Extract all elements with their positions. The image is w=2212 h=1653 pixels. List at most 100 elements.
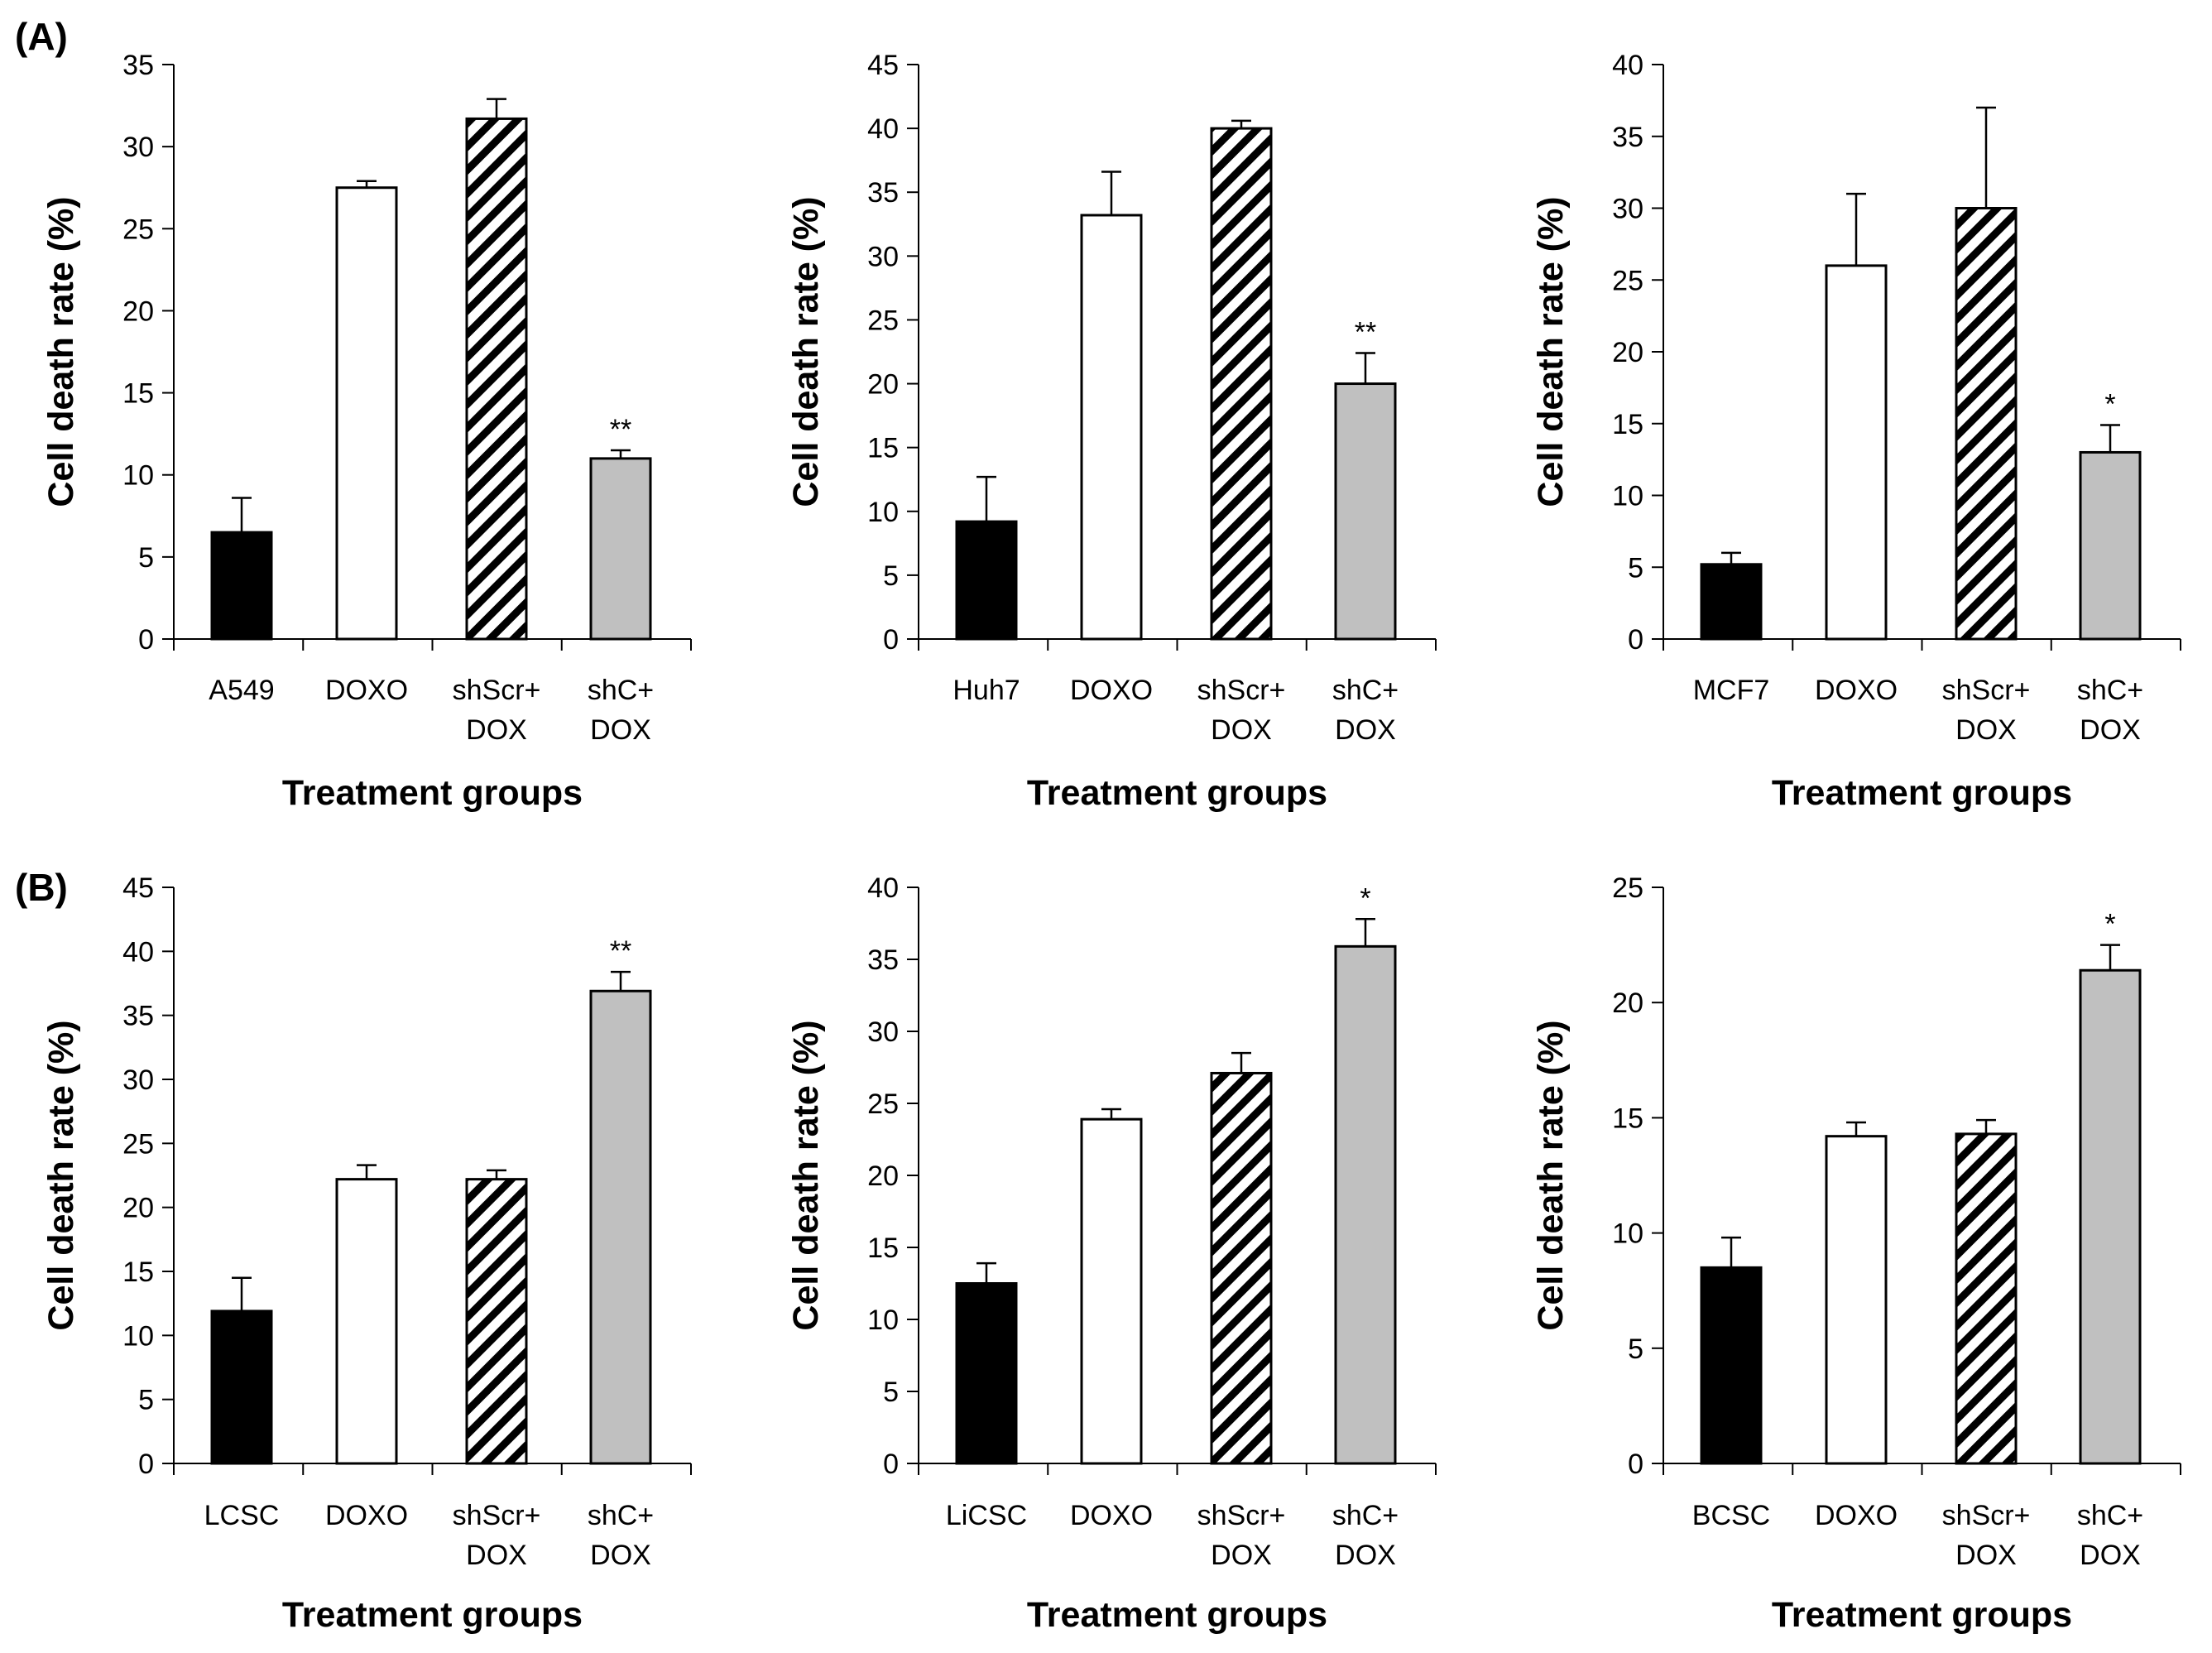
y-tick-label: 20 [122,296,154,327]
category-label: DOX [1335,1540,1396,1571]
category-label: DOX [466,1540,527,1571]
y-tick-label: 40 [122,936,154,968]
y-tick-label: 30 [1612,194,1643,225]
shscr-dox-bar [465,117,528,641]
shc-dox-bar [2079,450,2142,641]
category-label: shC+ [2077,675,2143,706]
control-bar [1700,1266,1763,1465]
y-tick-label: 35 [122,1001,154,1032]
y-tick-label: 15 [1612,409,1643,440]
y-tick-label: 25 [867,1088,899,1120]
y-tick-label: 0 [138,1449,154,1480]
y-tick-label: 0 [883,624,899,656]
y-tick-label: 10 [867,497,899,528]
x-axis-title: Treatment groups [1772,773,2072,813]
chart-5: 0 5 10 15 20 25 30 35 40 LiCSC DOXO shScr+ DOX * shC+ D… [786,872,1437,1635]
doxo-bar [1080,1117,1143,1465]
y-tick-label: 5 [1628,1333,1643,1365]
significance-marker: * [2104,909,2115,940]
y-tick-label: 45 [122,872,154,904]
category-label: DOX [1211,714,1272,746]
category-label: Huh7 [952,675,1020,706]
category-label: shScr+ [1942,1500,2031,1531]
y-tick-label: 10 [867,1305,899,1336]
y-tick-label: 10 [1612,481,1643,512]
x-axis-title: Treatment groups [1027,1595,1327,1635]
panel-label: (A) [15,15,68,58]
category-label: DOXO [1070,675,1153,706]
y-tick-label: 15 [122,378,154,410]
shscr-dox-bar [1955,207,2018,641]
y-tick-label: 30 [867,241,899,272]
category-label: LCSC [204,1500,280,1531]
y-tick-label: 40 [1612,50,1643,81]
y-tick-label: 0 [1628,1449,1643,1480]
category-label: shC+ [1332,1500,1399,1531]
category-label: DOX [1335,714,1396,746]
y-tick-label: 20 [867,369,899,401]
control-bar [955,1282,1018,1465]
y-tick-label: 20 [867,1160,899,1192]
x-axis-title: Treatment groups [282,1595,583,1635]
y-tick-label: 5 [1628,552,1643,584]
significance-marker: ** [610,935,631,967]
category-label: DOXO [1815,1500,1898,1531]
doxo-bar [335,186,398,641]
y-tick-label: 45 [867,50,899,81]
y-axis-title: Cell death rate (%) [786,196,826,507]
doxo-bar [1825,1135,1888,1465]
chart-1: (A) 0 5 10 15 20 25 30 35 A549 DOXO shScr+ DOX ** shC+… [15,15,692,813]
y-axis-title: Cell death rate (%) [41,196,81,507]
y-tick-label: 30 [122,1064,154,1096]
category-label: DOXO [1070,1500,1153,1531]
y-tick-label: 40 [867,113,899,145]
category-label: DOX [1211,1540,1272,1571]
y-tick-label: 25 [122,214,154,245]
category-label: shScr+ [1197,675,1286,706]
category-label: DOX [2080,1540,2141,1571]
y-axis-title: Cell death rate (%) [1531,1020,1571,1330]
category-label: DOXO [325,675,408,706]
control-bar [1700,563,1763,641]
category-label: DOX [1955,1540,2017,1571]
y-tick-label: 5 [138,1385,154,1416]
category-label: DOX [590,1540,651,1571]
category-label: shScr+ [453,675,541,706]
y-tick-label: 25 [1612,872,1643,904]
y-tick-label: 10 [1612,1218,1643,1250]
y-axis-title: Cell death rate (%) [1531,196,1571,507]
y-tick-label: 20 [122,1193,154,1224]
y-tick-label: 10 [122,1320,154,1352]
control-bar [210,1309,273,1465]
shc-dox-bar [1334,944,1397,1465]
y-tick-label: 20 [1612,337,1643,368]
category-label: shScr+ [453,1500,541,1531]
chart-4: (B) 0 5 10 15 20 25 30 35 40 45 LCSC DOXO shScr+ DOX **… [15,866,692,1635]
category-label: MCF7 [1693,675,1770,706]
significance-marker: ** [610,414,631,445]
panel-label: (B) [15,866,68,909]
y-tick-label: 10 [122,460,154,492]
y-tick-label: 5 [883,560,899,592]
y-axis-title: Cell death rate (%) [786,1020,826,1330]
y-tick-label: 40 [867,872,899,904]
category-label: shScr+ [1942,675,2031,706]
category-label: A549 [209,675,274,706]
y-tick-label: 0 [138,624,154,656]
category-label: DOXO [325,1500,408,1531]
category-label: shC+ [1332,675,1399,706]
significance-marker: ** [1355,317,1376,348]
shc-dox-bar [2079,968,2142,1465]
y-tick-label: 35 [867,177,899,209]
y-tick-label: 5 [138,542,154,574]
y-tick-label: 15 [1612,1103,1643,1134]
chart-3: 0 5 10 15 20 25 30 35 40 MCF7 DOXO shScr+ DOX * shC+ DO… [1531,50,2181,813]
category-label: DOX [590,714,651,746]
category-label: shC+ [2077,1500,2143,1531]
y-tick-label: 15 [867,433,899,464]
y-tick-label: 20 [1612,987,1643,1019]
y-tick-label: 25 [122,1128,154,1160]
category-label: DOXO [1815,675,1898,706]
shc-dox-bar [589,457,652,641]
